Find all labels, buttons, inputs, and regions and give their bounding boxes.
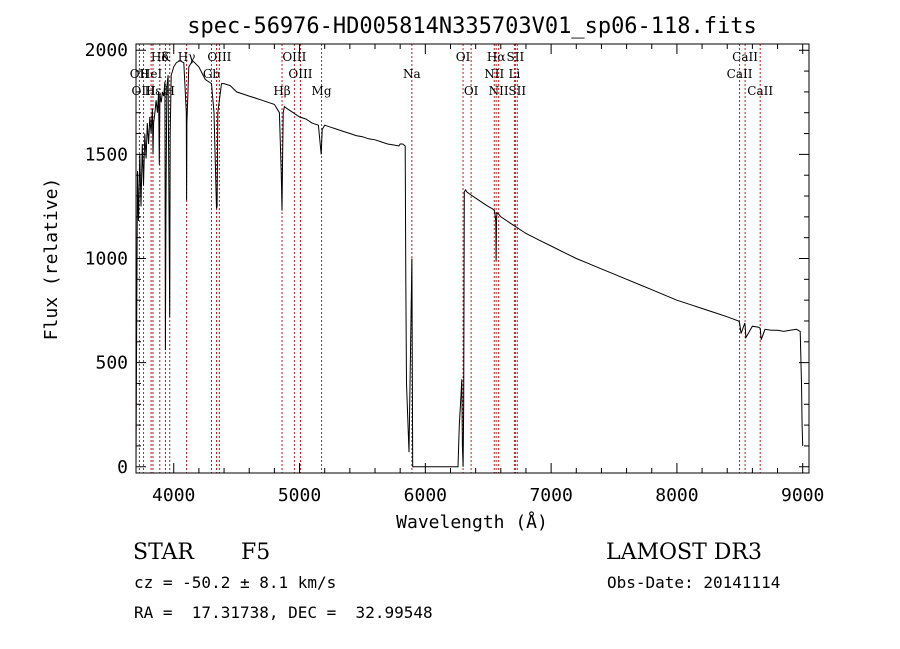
- line-label: OIII: [207, 50, 231, 64]
- line-label: OII: [130, 67, 150, 81]
- line-label: OIII: [288, 67, 312, 81]
- y-axis-ticks: 0 500 1000 1500 2000: [85, 40, 809, 478]
- x-tick-label: 8000: [655, 485, 698, 506]
- x-axis-ticks: 4000 5000 6000 7000 8000 9000: [152, 44, 824, 506]
- line-label: CaII: [747, 84, 773, 98]
- line-label: OI: [464, 84, 479, 98]
- line-label: OI: [456, 50, 471, 64]
- line-label: Hβ: [273, 84, 290, 98]
- line-label: CaII: [727, 67, 753, 81]
- y-tick-label: 500: [95, 353, 128, 374]
- line-label: NII: [484, 67, 504, 81]
- y-tick-label: 1000: [85, 249, 128, 270]
- line-label: Gb: [203, 67, 221, 81]
- x-axis-label: Wavelength (Å): [396, 511, 548, 533]
- line-label: OIII: [132, 84, 156, 98]
- line-label: SII: [508, 84, 526, 98]
- line-label: Hδ: [151, 50, 169, 64]
- line-label: OIII: [282, 50, 306, 64]
- coordinates: RA = 17.31738, DEC = 32.99548: [134, 603, 433, 622]
- x-tick-label: 4000: [152, 485, 195, 506]
- y-tick-label: 2000: [85, 40, 128, 61]
- y-tick-label: 0: [117, 457, 128, 478]
- y-tick-label: 1500: [85, 144, 128, 165]
- chart-title: spec-56976-HD005814N335703V01_sp06-118.f…: [187, 14, 757, 39]
- line-label: Hγ: [178, 50, 196, 64]
- line-label: Li: [508, 67, 520, 81]
- line-label: HeI: [140, 67, 163, 81]
- line-label: Na: [403, 67, 421, 81]
- x-tick-label: 7000: [529, 485, 572, 506]
- line-label: Mg: [312, 84, 332, 98]
- x-tick-label: 6000: [404, 485, 447, 506]
- x-tick-label: 9000: [781, 485, 824, 506]
- x-tick-label: 5000: [278, 485, 321, 506]
- survey-name: LAMOST DR3: [606, 540, 762, 565]
- flux-series-line: [135, 59, 804, 468]
- line-label: NII: [489, 84, 509, 98]
- object-class: STAR: [133, 540, 194, 565]
- line-label: H: [164, 84, 174, 98]
- y-axis-label: Flux (relative): [41, 178, 62, 341]
- emission-line-markers: [138, 44, 761, 473]
- line-label: Hε: [145, 84, 162, 98]
- line-label: Hα: [487, 50, 506, 64]
- line-label: CaII: [732, 50, 758, 64]
- line-label: SII: [507, 50, 525, 64]
- redshift-readout: cz = -50.2 ± 8.1 km/s: [134, 573, 337, 592]
- line-label: K: [161, 50, 171, 64]
- observation-date: Obs-Date: 20141114: [607, 573, 781, 592]
- object-subclass: F5: [241, 540, 271, 565]
- plot-frame: [135, 43, 810, 474]
